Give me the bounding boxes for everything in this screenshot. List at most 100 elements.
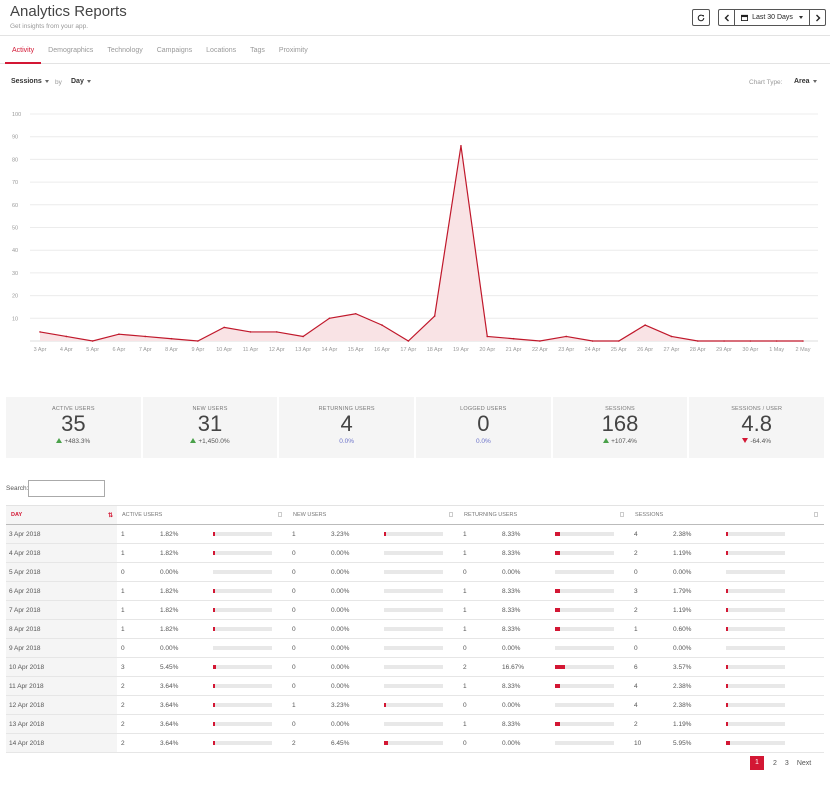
data-point[interactable] [486,335,489,338]
table-row[interactable]: 14 Apr 2018 2 3.64% 2 6.45% 0 0.00% 10 5.95% [6,733,825,753]
table-row[interactable]: 13 Apr 2018 2 3.64% 0 0.00% 1 8.33% 2 1.19% [6,714,825,734]
table-row[interactable]: 3 Apr 2018 1 1.82% 1 3.23% 1 8.33% 4 2.38% [6,524,825,544]
data-point[interactable] [381,324,383,326]
table-row[interactable]: 11 Apr 2018 2 3.64% 0 0.00% 1 8.33% 4 2.38% [6,676,825,696]
tab-proximity[interactable]: Proximity [278,47,308,54]
data-point[interactable] [460,144,462,147]
column-header[interactable]: NEW USERS [288,505,460,525]
table-row[interactable]: 12 Apr 2018 2 3.64% 1 3.23% 0 0.00% 4 2.38% [6,695,825,715]
bar-cell [726,600,825,620]
data-point[interactable] [144,335,147,338]
percent-cell: 1.82% [160,600,213,620]
page-1-button[interactable]: 1 [750,756,764,770]
percent-bar [384,532,444,536]
table-row[interactable]: 8 Apr 2018 1 1.82% 0 0.00% 1 8.33% 1 0.60% [6,619,825,639]
previous-range-button[interactable] [718,9,735,26]
tab-campaigns[interactable]: Campaigns [156,47,193,54]
data-point[interactable] [39,331,41,333]
page-2-button[interactable]: 2 [773,759,777,767]
x-tick-label: 18 Apr [427,347,443,353]
x-tick-label: 1 May [769,347,784,353]
tab-technology[interactable]: Technology [107,47,143,54]
tab-tags[interactable]: Tags [250,47,265,54]
data-point[interactable] [302,335,304,338]
percent-bar [555,532,615,536]
x-tick-label: 11 Apr [243,347,259,353]
data-point[interactable] [723,340,725,342]
data-point[interactable] [328,317,331,320]
y-tick-label: 100 [12,112,21,118]
count-cell: 1 [117,581,160,601]
table-row[interactable]: 5 Apr 2018 0 0.00% 0 0.00% 0 0.00% 0 0.00% [6,562,825,582]
next-page-button[interactable]: Next [796,759,812,767]
tab-locations[interactable]: Locations [206,47,237,54]
column-header-label: NEW USERS [293,512,327,518]
percent-bar-fill [726,608,728,612]
percent-bar [555,570,615,574]
data-point[interactable] [197,340,199,342]
refresh-button[interactable] [692,9,710,26]
tab-demographics[interactable]: Demographics [48,47,94,54]
page-3-button[interactable]: 3 [784,759,789,767]
caret-down-icon [44,79,49,83]
data-point[interactable] [407,340,410,342]
data-point[interactable] [354,312,357,315]
percent-bar [555,589,615,593]
tab-activity[interactable]: Activity [5,36,42,64]
x-tick-label: 30 Apr [742,347,758,353]
table-row[interactable]: 7 Apr 2018 1 1.82% 0 0.00% 1 8.33% 2 1.19% [6,600,825,620]
next-range-button[interactable] [809,9,826,26]
data-point[interactable] [565,335,568,338]
column-header[interactable]: SESSIONS [630,505,825,525]
data-point[interactable] [591,340,594,342]
table-header-row: DAY ⇅ ACTIVE USERS NEW USERS RETURNING USERS… [6,505,825,525]
data-point[interactable] [512,337,515,340]
granularity-dropdown[interactable]: Day [71,78,91,85]
stat-delta-text: +1,450.0% [198,438,230,445]
data-point[interactable] [249,331,252,333]
table-row[interactable]: 10 Apr 2018 3 5.45% 0 0.00% 2 16.67% 6 3.57% [6,657,825,677]
stat-delta-text: +107.4% [611,438,637,445]
bar-cell [384,676,460,696]
data-point[interactable] [170,337,173,340]
count-cell: 0 [288,543,332,563]
x-tick-label: 29 Apr [716,347,732,353]
data-point[interactable] [749,340,752,342]
data-point[interactable] [618,340,620,342]
sessions-area-chart: 10 20 30 40 50 60 70 80 90 100 3 Apr 4 Apr 5 Apr 6 Ap… [12,112,818,353]
data-point[interactable] [65,335,68,338]
table-row[interactable]: 6 Apr 2018 1 1.82% 0 0.00% 1 8.33% 3 1.79% [6,581,825,601]
data-point[interactable] [670,335,673,338]
chart-type-dropdown[interactable]: Area [794,78,817,85]
percent-bar-fill [213,665,217,669]
search-input[interactable] [28,480,105,497]
column-header[interactable]: RETURNING USERS [459,505,631,525]
stat-delta: +107.4% [553,438,688,445]
metric-dropdown[interactable]: Sessions [11,78,49,85]
date-range-dropdown[interactable]: Last 30 Days [734,9,810,26]
data-point[interactable] [775,340,778,342]
bar-cell [555,733,631,753]
data-point[interactable] [275,331,278,333]
count-cell: 1 [288,524,332,544]
table-row[interactable]: 4 Apr 2018 1 1.82% 0 0.00% 1 8.33% 2 1.19% [6,543,825,563]
column-header[interactable]: ACTIVE USERS [117,505,289,525]
table-row[interactable]: 9 Apr 2018 0 0.00% 0 0.00% 0 0.00% 0 0.00% [6,638,825,658]
stat-delta: +1,450.0% [143,438,278,445]
count-cell: 1 [459,676,503,696]
data-point[interactable] [118,333,120,335]
percent-bar [726,703,786,707]
pagination: 1 2 3 Next [750,756,819,770]
data-point[interactable] [91,340,94,342]
data-point[interactable] [696,340,699,342]
stat-label: ACTIVE USERS [51,406,95,412]
data-point[interactable] [802,340,804,342]
percent-cell: 0.00% [502,562,556,582]
x-tick-label: 12 Apr [269,347,285,353]
data-point[interactable] [644,324,646,326]
column-header-day[interactable]: DAY ⇅ [6,505,117,525]
bar-cell [726,676,825,696]
data-point[interactable] [539,340,541,342]
data-point[interactable] [433,315,436,317]
data-point[interactable] [223,326,225,329]
